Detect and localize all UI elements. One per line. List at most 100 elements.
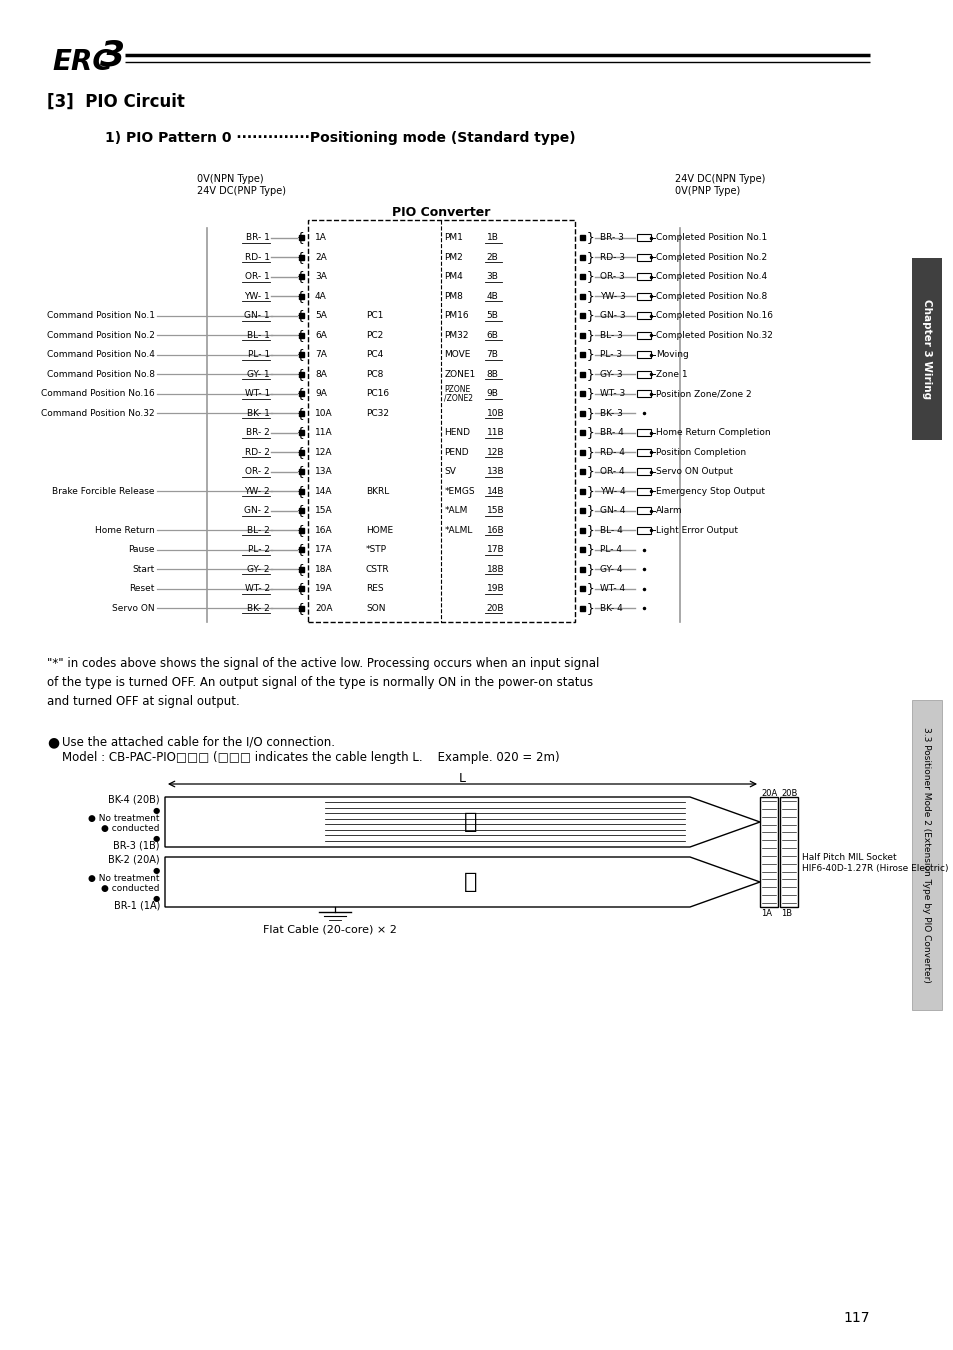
Text: 1B: 1B <box>781 909 791 918</box>
Text: {: { <box>296 582 303 595</box>
Text: {: { <box>296 270 303 284</box>
Text: ●: ● <box>152 895 160 903</box>
Text: PC1: PC1 <box>366 312 383 320</box>
Text: {: { <box>296 367 303 381</box>
Text: Pause: Pause <box>129 545 154 555</box>
Text: Start: Start <box>132 564 154 574</box>
Bar <box>299 235 304 240</box>
Text: PC8: PC8 <box>366 370 383 379</box>
Text: 17A: 17A <box>314 545 333 555</box>
Text: Brake Forcible Release: Brake Forcible Release <box>52 487 154 495</box>
Text: Ⓐ: Ⓐ <box>463 872 476 892</box>
Text: 7B: 7B <box>486 350 497 359</box>
Text: ●: ● <box>152 806 160 815</box>
Text: GY- 4: GY- 4 <box>599 564 622 574</box>
Text: Command Position No.16: Command Position No.16 <box>41 389 154 398</box>
Text: Command Position No.8: Command Position No.8 <box>47 370 154 379</box>
Bar <box>579 489 584 494</box>
Text: 3A: 3A <box>314 273 327 281</box>
Text: BK-2 (20A): BK-2 (20A) <box>109 855 160 864</box>
Bar <box>637 254 650 261</box>
Bar <box>637 487 650 494</box>
Text: }: } <box>586 427 593 439</box>
Text: Completed Position No.2: Completed Position No.2 <box>656 252 766 262</box>
Bar <box>299 586 304 591</box>
Text: }: } <box>586 466 593 478</box>
Text: Chapter 3 Wiring: Chapter 3 Wiring <box>921 298 931 400</box>
Text: BR-3 (1B): BR-3 (1B) <box>113 840 160 850</box>
Text: 17B: 17B <box>486 545 503 555</box>
Text: {: { <box>296 348 303 362</box>
Text: 9A: 9A <box>314 389 327 398</box>
Text: PZONE: PZONE <box>444 385 470 394</box>
Text: ● No treatment: ● No treatment <box>89 814 160 824</box>
Text: Command Position No.32: Command Position No.32 <box>41 409 154 417</box>
Text: Half Pitch MIL Socket: Half Pitch MIL Socket <box>801 853 896 863</box>
Bar <box>760 796 778 907</box>
Bar <box>299 294 304 298</box>
Text: PC16: PC16 <box>366 389 389 398</box>
Text: OR- 1: OR- 1 <box>245 273 270 281</box>
Text: [3]  PIO Circuit: [3] PIO Circuit <box>47 93 185 111</box>
Text: 3: 3 <box>100 38 125 72</box>
Text: Light Error Output: Light Error Output <box>656 525 738 535</box>
Text: 1) PIO Pattern 0 ··············Positioning mode (Standard type): 1) PIO Pattern 0 ··············Positioni… <box>105 131 575 144</box>
Text: 0V(PNP Type): 0V(PNP Type) <box>675 186 740 196</box>
Bar <box>911 258 941 440</box>
Text: BK- 3: BK- 3 <box>599 409 622 417</box>
Text: WT- 3: WT- 3 <box>599 389 624 398</box>
Text: }: } <box>586 582 593 595</box>
Text: GN- 3: GN- 3 <box>599 312 625 320</box>
Text: Model : CB-PAC-PIO□□□ (□□□ indicates the cable length L.    Example. 020 = 2m): Model : CB-PAC-PIO□□□ (□□□ indicates the… <box>62 752 559 764</box>
Text: }: } <box>586 387 593 400</box>
Text: {: { <box>296 505 303 517</box>
Text: Command Position No.1: Command Position No.1 <box>47 312 154 320</box>
Text: 24V DC(NPN Type): 24V DC(NPN Type) <box>675 174 764 184</box>
Text: Command Position No.4: Command Position No.4 <box>47 350 154 359</box>
Text: }: } <box>586 348 593 362</box>
Text: 5A: 5A <box>314 312 327 320</box>
Text: }: } <box>586 231 593 244</box>
Text: 19B: 19B <box>486 585 503 593</box>
Text: BL- 4: BL- 4 <box>599 525 622 535</box>
Text: OR- 2: OR- 2 <box>245 467 270 477</box>
Text: 20B: 20B <box>781 788 797 798</box>
Text: }: } <box>586 485 593 498</box>
Text: 12A: 12A <box>314 448 333 456</box>
Text: Position Zone/Zone 2: Position Zone/Zone 2 <box>656 389 751 398</box>
Text: Completed Position No.4: Completed Position No.4 <box>656 273 766 281</box>
Text: 13A: 13A <box>314 467 333 477</box>
Text: {: { <box>296 485 303 498</box>
Text: 7A: 7A <box>314 350 327 359</box>
Text: 6A: 6A <box>314 331 327 340</box>
Text: GN- 4: GN- 4 <box>599 506 625 516</box>
Text: BR-1 (1A): BR-1 (1A) <box>113 900 160 910</box>
Text: }: } <box>586 406 593 420</box>
Text: }: } <box>586 563 593 575</box>
Text: GN- 2: GN- 2 <box>244 506 270 516</box>
Bar <box>579 392 584 397</box>
Text: RES: RES <box>366 585 383 593</box>
Text: YW- 3: YW- 3 <box>599 292 625 301</box>
Text: }: } <box>586 505 593 517</box>
Text: 10A: 10A <box>314 409 333 417</box>
Text: }: } <box>586 543 593 556</box>
Text: PM2: PM2 <box>444 252 463 262</box>
Text: {: { <box>296 290 303 302</box>
Text: ● conducted: ● conducted <box>101 825 160 833</box>
Text: Servo ON: Servo ON <box>112 603 154 613</box>
Text: PL- 4: PL- 4 <box>599 545 621 555</box>
Bar <box>579 235 584 240</box>
Text: PC32: PC32 <box>366 409 389 417</box>
Text: BK- 2: BK- 2 <box>247 603 270 613</box>
Text: WT- 4: WT- 4 <box>599 585 624 593</box>
Text: *EMGS: *EMGS <box>444 487 475 495</box>
Text: Position Completion: Position Completion <box>656 448 745 456</box>
Text: }: } <box>586 309 593 323</box>
Text: GN- 1: GN- 1 <box>244 312 270 320</box>
Text: BK-4 (20B): BK-4 (20B) <box>109 794 160 805</box>
Text: 8B: 8B <box>486 370 497 379</box>
Text: 14A: 14A <box>314 487 333 495</box>
Text: 20A: 20A <box>760 788 777 798</box>
Text: RD- 3: RD- 3 <box>599 252 624 262</box>
